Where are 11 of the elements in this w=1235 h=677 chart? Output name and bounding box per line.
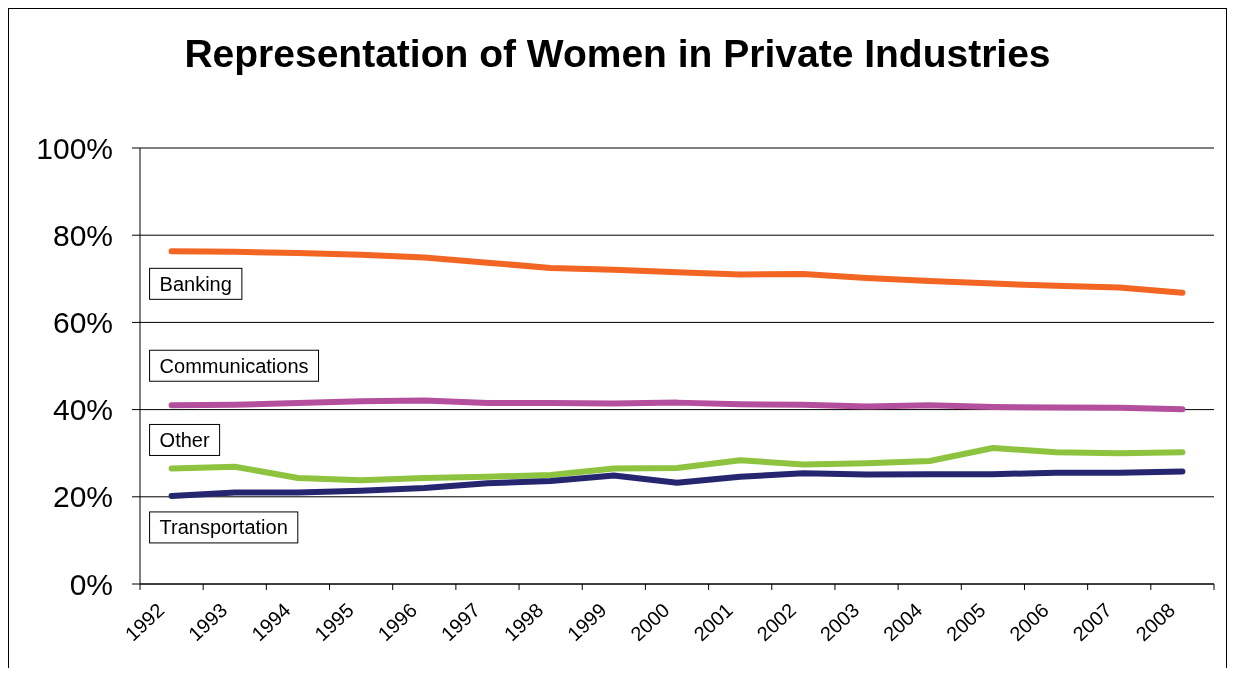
series-label: Banking — [159, 272, 232, 295]
y-tick-label: 40% — [52, 393, 113, 427]
chart-title: Representation of Women in Private Industries — [183, 31, 1052, 77]
series-label: Other — [159, 428, 210, 451]
y-tick-label: 60% — [52, 306, 113, 340]
y-tick-label: 20% — [52, 480, 113, 514]
y-tick-label: 80% — [52, 218, 113, 252]
y-tick-label: 100% — [36, 131, 113, 165]
series-label: Transportation — [159, 516, 288, 539]
y-tick-label: 0% — [69, 567, 113, 601]
series-label: Communications — [159, 354, 309, 377]
